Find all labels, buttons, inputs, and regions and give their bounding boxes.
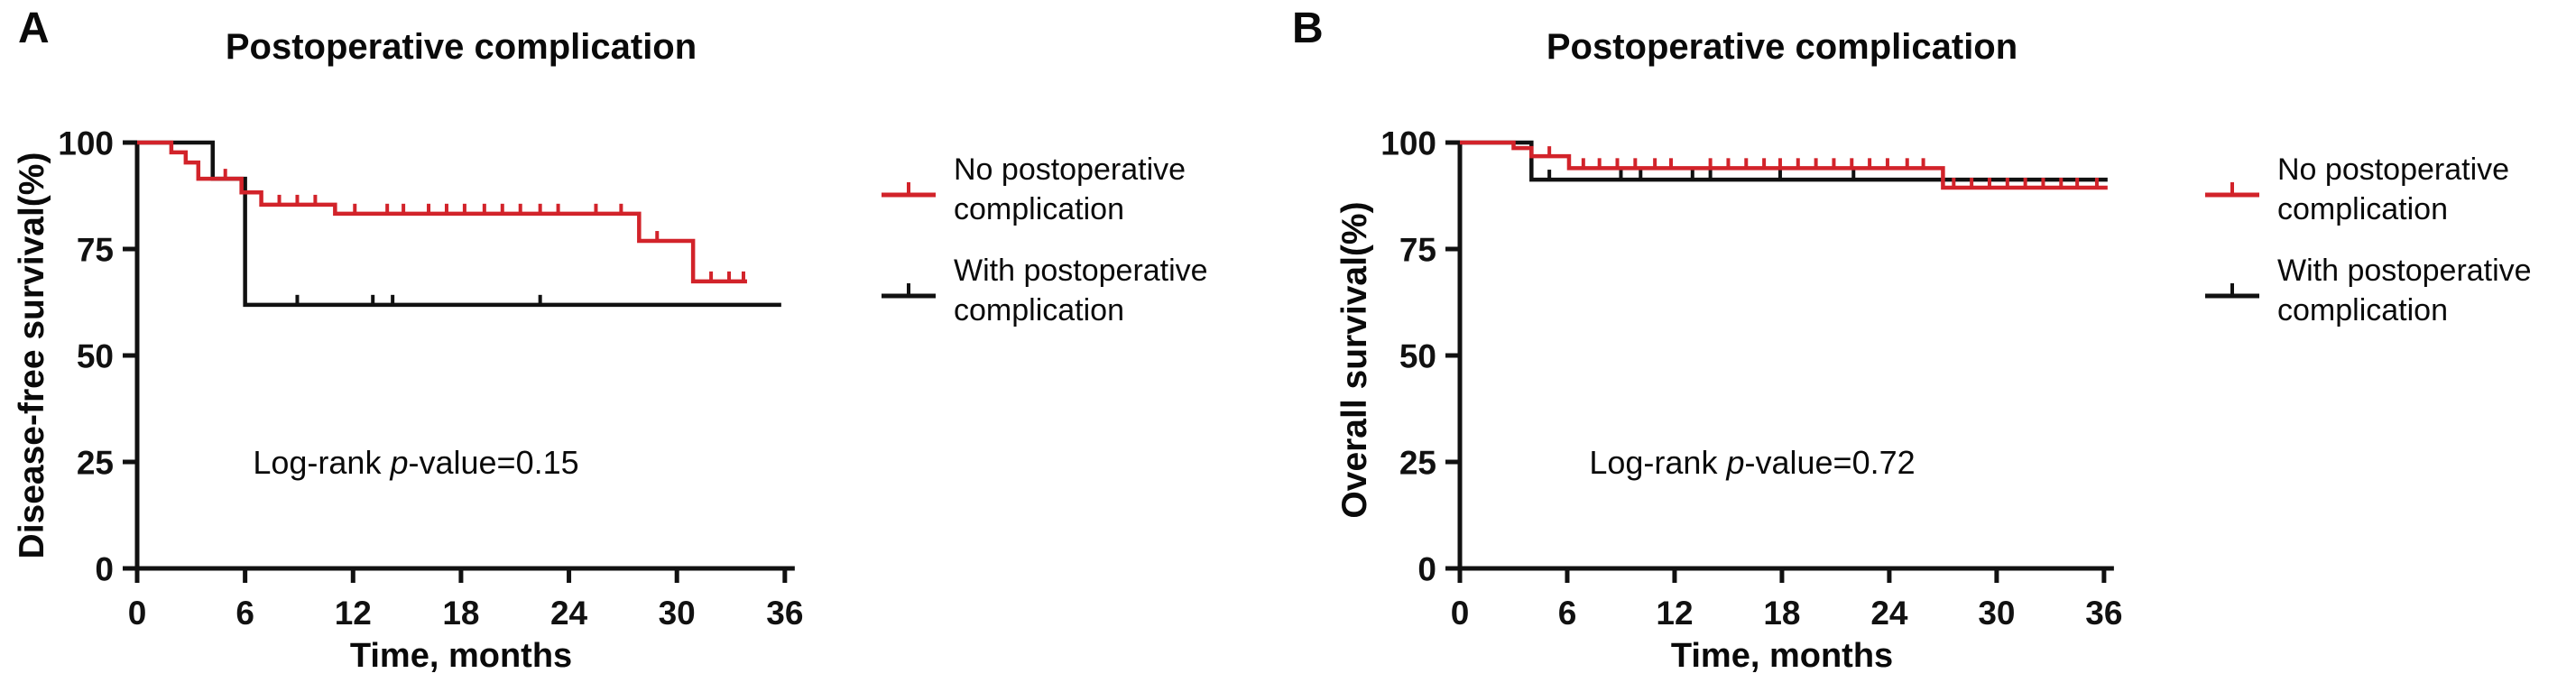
survival-curve [1460,140,2108,182]
x-tick-label: 6 [235,595,254,632]
y-tick-label: 75 [77,231,114,268]
x-tick-label: 12 [335,595,372,632]
y-tick-label: 100 [1380,125,1436,161]
annotation-p-symbol: p [1726,444,1745,481]
y-tick-label: 50 [1399,337,1436,374]
annotation-suffix: -value=0.72 [1744,444,1916,481]
y-tick-label: 100 [58,125,114,161]
x-tick-label: 0 [128,595,147,632]
chart-title-a: Postoperative complication [225,27,697,67]
annotation-p-symbol: p [390,444,409,481]
legend-item-no-complication: No postoperative complication [878,150,1208,229]
x-tick-label: 18 [442,595,479,632]
x-tick-label: 24 [550,595,588,632]
legend-label-line2: complication [954,293,1124,328]
x-tick-label: 24 [1870,595,1908,632]
x-tick-label: 12 [1656,595,1693,632]
legend-label-line2: complication [2277,192,2448,226]
y-tick-label: 50 [77,337,114,374]
legend-b: No postoperative complication With posto… [2202,150,2532,330]
legend-item-with-complication: With postoperative complication [2202,251,2532,330]
chart-title-b: Postoperative complication [1546,27,2018,67]
black-step-line-symbol [2205,283,2259,299]
survival-curve [137,140,781,308]
annotation-suffix: -value=0.15 [408,444,579,481]
panel-letter-a: A [18,5,51,52]
annotation-prefix: Log-rank [1589,444,1727,481]
log-rank-annotation-a: Log-rank p-value=0.15 [253,444,578,482]
legend-label-line2: complication [2277,293,2448,328]
legend-label-line1: With postoperative [954,254,1208,288]
legend-label-line1: No postoperative [954,152,1186,187]
y-tick-label: 0 [1417,550,1436,587]
x-tick-label: 6 [1558,595,1577,632]
legend-label-line1: With postoperative [2277,254,2532,288]
legend-label: No postoperative complication [2277,150,2509,229]
y-tick-label: 75 [1399,231,1436,268]
legend-label-line1: No postoperative [2277,152,2510,187]
y-tick-label: 0 [95,550,114,587]
panel-letter-b: B [1292,5,1325,52]
x-axis-label-a: Time, months [349,637,573,675]
y-tick-label: 25 [77,444,114,481]
legend-label: With postoperative complication [2277,251,2532,330]
annotation-prefix: Log-rank [253,444,391,481]
x-tick-label: 30 [659,595,696,632]
legend-item-no-complication: No postoperative complication [2202,150,2532,229]
x-tick-label: 36 [766,595,803,632]
survival-curve [137,140,747,284]
y-axis-label-a: Disease-free survival(%) [13,152,51,559]
legend-label-line2: complication [954,192,1124,226]
x-tick-label: 0 [1451,595,1470,632]
x-axis-label-b: Time, months [1670,637,1894,675]
x-tick-label: 30 [1978,595,2015,632]
legend-label: No postoperative complication [954,150,1186,229]
log-rank-annotation-b: Log-rank p-value=0.72 [1589,444,1915,482]
black-step-line-symbol [882,283,936,299]
y-axis-label-b: Overall survival(%) [1335,201,1374,519]
x-tick-label: 18 [1763,595,1800,632]
red-step-line-symbol [882,182,936,198]
legend-a: No postoperative complication With posto… [878,150,1208,330]
y-tick-label: 25 [1399,444,1436,481]
x-tick-label: 36 [2085,595,2122,632]
legend-item-with-complication: With postoperative complication [878,251,1208,330]
legend-label: With postoperative complication [954,251,1208,330]
red-step-line-symbol [2205,182,2259,198]
